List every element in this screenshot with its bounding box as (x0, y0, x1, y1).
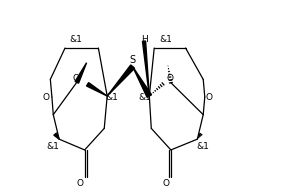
Polygon shape (133, 67, 151, 97)
Polygon shape (75, 63, 87, 83)
Text: S: S (130, 55, 136, 65)
Polygon shape (107, 65, 135, 96)
Text: O: O (77, 179, 84, 188)
Text: &1: &1 (160, 35, 173, 44)
Text: &1: &1 (138, 93, 151, 102)
Text: &1: &1 (69, 35, 82, 44)
Text: O: O (163, 179, 170, 188)
Polygon shape (54, 133, 59, 139)
Text: O: O (205, 93, 212, 102)
Text: H: H (141, 35, 148, 44)
Polygon shape (142, 41, 149, 96)
Text: &1: &1 (106, 93, 119, 102)
Text: O: O (73, 74, 80, 83)
Polygon shape (87, 83, 107, 96)
Text: O: O (43, 93, 50, 102)
Text: O: O (167, 74, 174, 83)
Text: &1: &1 (46, 142, 59, 151)
Text: &1: &1 (196, 142, 209, 151)
